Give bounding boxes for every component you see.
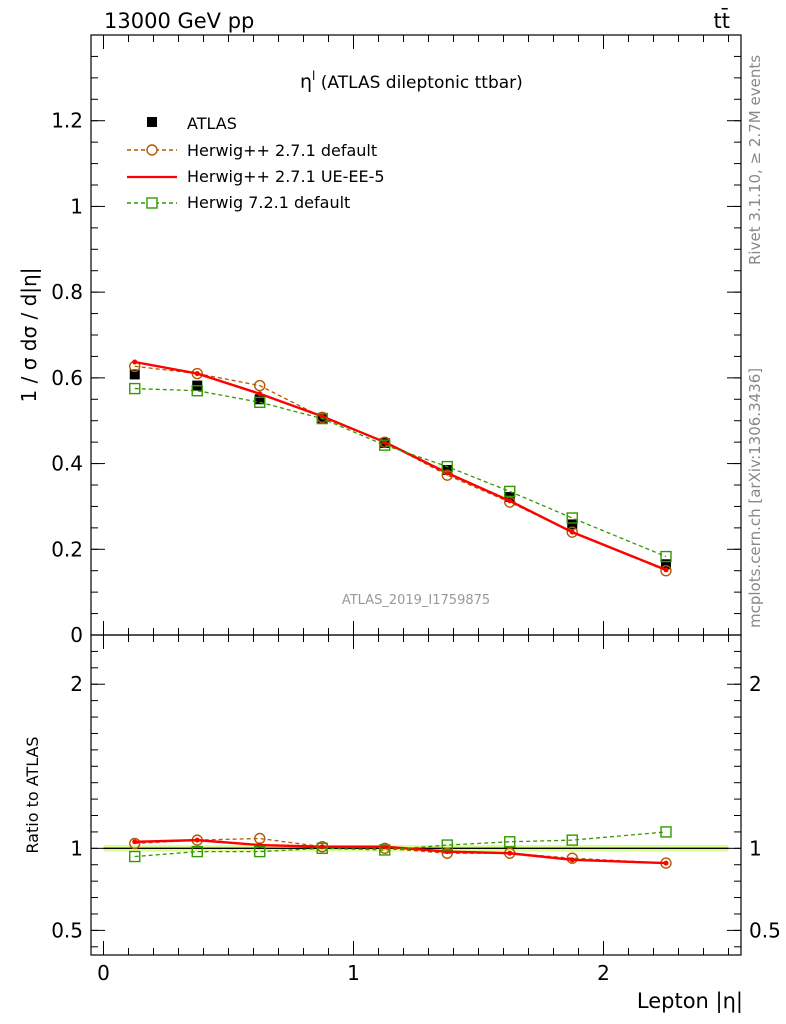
legend: ATLAS Herwig++ 2.7.1 default Herwig++ 2.… bbox=[127, 114, 385, 212]
main-y-tick-label: 0.8 bbox=[51, 280, 83, 304]
ratio-point-herwig-7-2-1-default bbox=[660, 826, 672, 838]
main-point-atlas bbox=[567, 519, 578, 530]
legend-marker-atlas bbox=[147, 117, 157, 127]
energy-label: 13000 GeV pp bbox=[104, 9, 254, 33]
ratio-point-herwig-2-7-1-ue-ee-5 bbox=[569, 857, 575, 863]
ratio-x-axis: 0 1 2 bbox=[97, 635, 729, 985]
main-series-line-herwig-2-7-1-default bbox=[134, 365, 667, 572]
main-point-herwig-2-7-1-ue-ee-5 bbox=[257, 391, 263, 397]
ratio-point-herwig-2-7-1-ue-ee-5 bbox=[132, 839, 138, 845]
main-point-herwig-7-2-1-default bbox=[504, 485, 516, 498]
legend-label-herwig-ueee5: Herwig++ 2.7.1 UE-EE-5 bbox=[187, 167, 385, 186]
main-point-herwig-2-7-1-default bbox=[566, 526, 578, 538]
main-point-atlas bbox=[129, 369, 140, 380]
ratio-point-herwig-7-2-1-default bbox=[254, 845, 266, 858]
main-series-line-herwig-2-7-1-ue-ee-5 bbox=[134, 360, 667, 571]
main-point-herwig-7-2-1-default bbox=[129, 382, 141, 395]
legend-label-atlas: ATLAS bbox=[187, 114, 237, 133]
main-data-layer bbox=[129, 359, 672, 577]
main-point-herwig-7-2-1-default bbox=[254, 396, 266, 408]
main-point-herwig-7-2-1-default bbox=[660, 550, 672, 563]
ratio-y-tick-label-right: 0.5 bbox=[749, 918, 781, 942]
ratio-y-label: Ratio to ATLAS bbox=[23, 736, 42, 853]
ratio-point-herwig-7-2-1-default bbox=[129, 850, 141, 863]
main-y-tick-label: 0.2 bbox=[51, 537, 83, 561]
ratio-point-herwig-2-7-1-ue-ee-5 bbox=[194, 837, 200, 843]
main-y-tick-label: 0 bbox=[70, 623, 83, 647]
ratio-point-herwig-2-7-1-ue-ee-5 bbox=[507, 850, 513, 856]
x-axis-label: Lepton |η| bbox=[637, 989, 743, 1014]
x-tick-label: 1 bbox=[347, 961, 360, 985]
ratio-y-tick-label: 1 bbox=[70, 836, 83, 860]
title-symbol: η bbox=[300, 71, 312, 93]
main-point-herwig-2-7-1-ue-ee-5 bbox=[507, 498, 513, 504]
main-point-herwig-7-2-1-default bbox=[441, 460, 453, 473]
ratio-point-herwig-2-7-1-default bbox=[441, 847, 453, 859]
ratio-point-herwig-7-2-1-default bbox=[191, 845, 203, 858]
ratio-y-tick-label-right: 1 bbox=[749, 836, 762, 860]
main-point-herwig-2-7-1-ue-ee-5 bbox=[569, 529, 575, 535]
ratio-data-layer bbox=[129, 826, 672, 869]
main-point-herwig-2-7-1-ue-ee-5 bbox=[663, 567, 669, 573]
ratio-y-axis: 0.5 0.5 1 1 2 2 bbox=[51, 634, 781, 948]
ratio-point-herwig-2-7-1-default bbox=[129, 837, 141, 850]
main-y-tick-label: 1 bbox=[70, 194, 83, 218]
mcplots-label: mcplots.cern.ch [arXiv:1306.3436] bbox=[746, 368, 764, 628]
ratio-panel-frame bbox=[90, 634, 742, 956]
analysis-watermark: ATLAS_2019_I1759875 bbox=[342, 593, 490, 608]
ratio-point-herwig-7-2-1-default bbox=[379, 844, 391, 856]
main-y-axis: 0 0.2 0.4 0.6 0.8 1 1.2 bbox=[51, 34, 741, 647]
ratio-point-herwig-7-2-1-default bbox=[441, 839, 453, 851]
main-title: ηl (ATLAS dileptonic ttbar) bbox=[300, 69, 523, 93]
main-point-herwig-2-7-1-default bbox=[660, 565, 672, 577]
main-point-atlas bbox=[254, 394, 265, 405]
ratio-point-herwig-7-2-1-default bbox=[504, 836, 516, 848]
main-point-herwig-2-7-1-ue-ee-5 bbox=[194, 371, 200, 377]
ratio-y-tick-label: 0.5 bbox=[51, 918, 83, 942]
main-y-tick-label: 0.6 bbox=[51, 366, 83, 390]
title-text: (ATLAS dileptonic ttbar) bbox=[315, 73, 522, 93]
main-x-axis-ticks bbox=[103, 35, 729, 635]
main-point-atlas bbox=[661, 559, 671, 570]
x-tick-label: 0 bbox=[97, 961, 110, 985]
main-y-label: 1 / σ dσ / d|η| bbox=[17, 268, 41, 403]
main-y-tick-label: 0.4 bbox=[51, 452, 83, 476]
process-label: tt̄ bbox=[714, 8, 730, 33]
main-point-herwig-7-2-1-default bbox=[379, 439, 391, 451]
ratio-point-herwig-2-7-1-ue-ee-5 bbox=[663, 860, 669, 866]
main-point-herwig-7-2-1-default bbox=[191, 385, 203, 397]
legend-label-herwig7: Herwig 7.2.1 default bbox=[187, 193, 350, 212]
ratio-y-tick-label-right: 2 bbox=[749, 672, 762, 696]
main-point-herwig-2-7-1-default bbox=[254, 379, 266, 392]
main-point-herwig-7-2-1-default bbox=[566, 512, 578, 524]
ratio-point-herwig-7-2-1-default bbox=[316, 842, 328, 855]
title-superscript: l bbox=[312, 69, 315, 83]
ratio-y-tick-label: 2 bbox=[70, 672, 83, 696]
ratio-series-line-herwig-7-2-1-default bbox=[134, 831, 667, 858]
x-tick-label: 2 bbox=[597, 961, 610, 985]
legend-marker-herwig-default bbox=[146, 144, 158, 156]
legend-marker-herwig7 bbox=[146, 197, 158, 209]
main-point-herwig-2-7-1-ue-ee-5 bbox=[132, 359, 138, 365]
legend-label-herwig-default: Herwig++ 2.7.1 default bbox=[187, 141, 377, 160]
main-y-tick-label: 1.2 bbox=[51, 109, 83, 133]
main-point-herwig-2-7-1-ue-ee-5 bbox=[382, 439, 388, 445]
ratio-point-herwig-7-2-1-default bbox=[566, 834, 578, 846]
rivet-version-label: Rivet 3.1.10, ≥ 2.7M events bbox=[746, 55, 764, 265]
main-series-line-herwig-7-2-1-default bbox=[134, 387, 667, 558]
main-point-herwig-7-2-1-default bbox=[316, 412, 328, 425]
